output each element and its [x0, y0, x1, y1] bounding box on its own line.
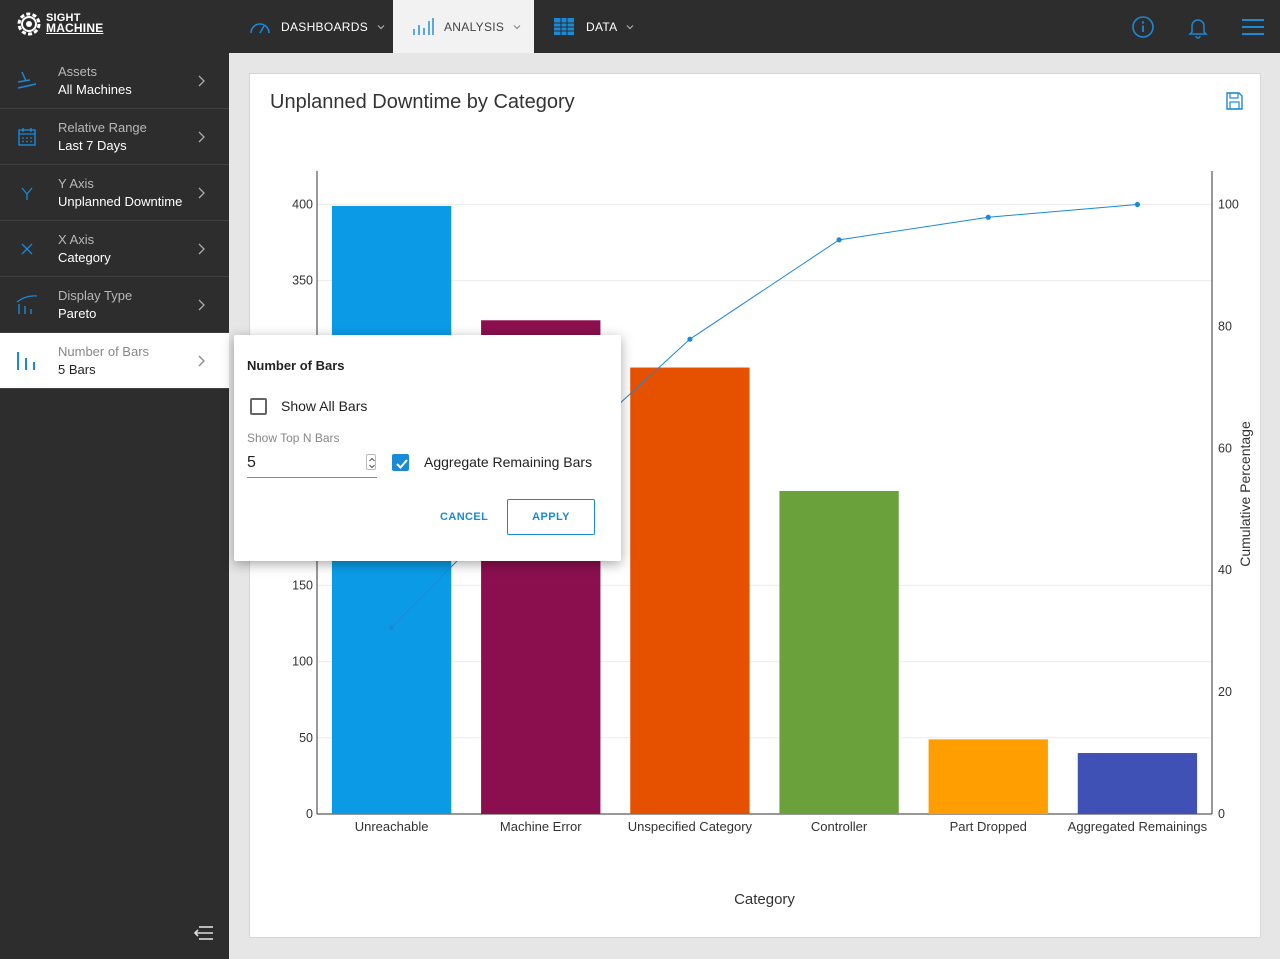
- tab-dashboards-label: DASHBOARDS: [281, 19, 369, 34]
- x-tick-label: Part Dropped: [950, 819, 1027, 834]
- menu-icon[interactable]: [1240, 14, 1266, 40]
- y-tick-label: 100: [292, 655, 313, 669]
- sidebar-item-number-of-bars[interactable]: Number of Bars 5 Bars: [0, 333, 229, 389]
- x-axis-icon: [21, 243, 33, 255]
- brand-name: SIGHT MACHINE: [46, 12, 104, 35]
- bars-icon: [17, 352, 35, 370]
- sight-machine-logo[interactable]: SIGHT MACHINE: [16, 11, 116, 41]
- stepper-arrows-icon: [369, 457, 375, 469]
- apply-button[interactable]: APPLY: [507, 499, 595, 535]
- sidebar-item-x-axis[interactable]: X Axis Category: [0, 221, 229, 277]
- speedometer-icon: [250, 22, 270, 33]
- y2-tick-label: 40: [1218, 563, 1232, 577]
- sidebar-item-value: Last 7 Days: [58, 138, 127, 153]
- cumulative-point: [1134, 201, 1141, 208]
- y-tick-label: 150: [292, 578, 313, 592]
- assets-icon: [17, 71, 37, 89]
- sidebar-item-assets[interactable]: Assets All Machines: [0, 53, 229, 109]
- cancel-button[interactable]: CANCEL: [430, 500, 498, 534]
- top-n-bars-label: Show Top N Bars: [247, 431, 340, 445]
- sidebar-item-label: Display Type: [58, 288, 133, 303]
- checkmark-icon: [396, 459, 408, 469]
- x-tick-label: Controller: [811, 819, 868, 834]
- calendar-icon: [18, 128, 36, 146]
- bar: [928, 739, 1048, 814]
- x-tick-label: Aggregated Remainings: [1068, 819, 1208, 834]
- bar: [630, 367, 750, 814]
- chevron-right-icon: [198, 75, 205, 87]
- chevron-right-icon: [198, 187, 205, 199]
- chart-title: Unplanned Downtime by Category: [270, 91, 575, 113]
- sidebar-item-relative-range[interactable]: Relative Range Last 7 Days: [0, 109, 229, 165]
- y2-tick-label: 20: [1218, 685, 1232, 699]
- sidebar-item-value: 5 Bars: [58, 362, 96, 377]
- tab-dashboards[interactable]: DASHBOARDS: [248, 0, 386, 53]
- brand-line-1: SIGHT: [46, 12, 81, 24]
- chevron-right-icon: [198, 355, 205, 367]
- sidebar-item-value: Unplanned Downtime: [58, 194, 183, 209]
- sidebar-item-label: Assets: [58, 64, 98, 79]
- chevron-down-icon: [377, 24, 385, 29]
- save-icon[interactable]: [1224, 91, 1244, 111]
- top-navigation-bar: SIGHT MACHINE DASHBOARDS ANALYSIS: [0, 0, 1280, 53]
- x-axis-label: Category: [734, 891, 795, 908]
- show-all-bars-label[interactable]: Show All Bars: [281, 398, 368, 414]
- tab-data-label: DATA: [586, 19, 618, 34]
- y-tick-label: 50: [299, 731, 313, 745]
- sidebar-item-label: Relative Range: [58, 120, 147, 135]
- aggregate-remaining-label[interactable]: Aggregate Remaining Bars: [424, 454, 593, 470]
- sidebar-item-label: Y Axis: [58, 176, 94, 191]
- bar: [779, 490, 899, 814]
- sidebar-item-label: Number of Bars: [58, 344, 150, 359]
- brand-line-2: MACHINE: [46, 21, 104, 35]
- y2-tick-label: 60: [1218, 441, 1232, 455]
- bar: [1077, 753, 1198, 814]
- sidebar-item-value: All Machines: [58, 82, 132, 97]
- sidebar-item-value: Pareto: [58, 306, 97, 321]
- y2-tick-label: 80: [1218, 319, 1232, 333]
- tab-analysis[interactable]: ANALYSIS: [393, 0, 534, 53]
- chevron-right-icon: [198, 243, 205, 255]
- gear-logo-icon: [17, 12, 41, 36]
- y-tick-label: 0: [306, 807, 313, 821]
- show-all-bars-checkbox[interactable]: [250, 398, 267, 415]
- popover-title: Number of Bars: [247, 358, 345, 373]
- cumulative-point: [836, 237, 842, 243]
- tab-analysis-label: ANALYSIS: [444, 19, 505, 34]
- y2-tick-label: 100: [1218, 197, 1239, 211]
- chevron-right-icon: [198, 131, 205, 143]
- info-icon[interactable]: [1130, 14, 1156, 40]
- x-tick-label: Unspecified Category: [628, 819, 753, 834]
- chevron-right-icon: [198, 299, 205, 311]
- y-tick-label: 350: [292, 274, 313, 288]
- table-grid-icon: [554, 17, 574, 35]
- sidebar-item-value: Category: [58, 250, 111, 265]
- tab-data[interactable]: DATA: [553, 0, 635, 53]
- chevron-down-icon: [513, 24, 521, 29]
- x-tick-label: Machine Error: [500, 819, 582, 834]
- sidebar-item-label: X Axis: [58, 232, 95, 247]
- sidebar-item-display-type[interactable]: Display Type Pareto: [0, 277, 229, 333]
- top-n-bars-input[interactable]: [247, 449, 377, 478]
- bell-icon[interactable]: [1185, 14, 1211, 40]
- number-of-bars-popover: Number of Bars Show All Bars Show Top N …: [234, 335, 621, 561]
- y-axis-icon: [21, 187, 33, 200]
- y-tick-label: 400: [292, 197, 313, 211]
- y2-axis-label: Cumulative Percentage: [1237, 421, 1253, 567]
- cumulative-point: [985, 214, 991, 220]
- collapse-sidebar-icon[interactable]: [191, 923, 215, 943]
- chevron-down-icon: [627, 24, 634, 29]
- x-tick-label: Unreachable: [355, 819, 429, 834]
- cumulative-point: [388, 624, 395, 631]
- sidebar: Assets All Machines Relative Range Last …: [0, 53, 229, 959]
- pareto-icon: [16, 295, 38, 314]
- bar-chart-icon: [413, 17, 434, 35]
- number-stepper[interactable]: [366, 454, 376, 470]
- y2-tick-label: 0: [1218, 807, 1225, 821]
- aggregate-remaining-checkbox[interactable]: [392, 454, 409, 471]
- sidebar-item-y-axis[interactable]: Y Axis Unplanned Downtime: [0, 165, 229, 221]
- cumulative-point: [687, 336, 693, 342]
